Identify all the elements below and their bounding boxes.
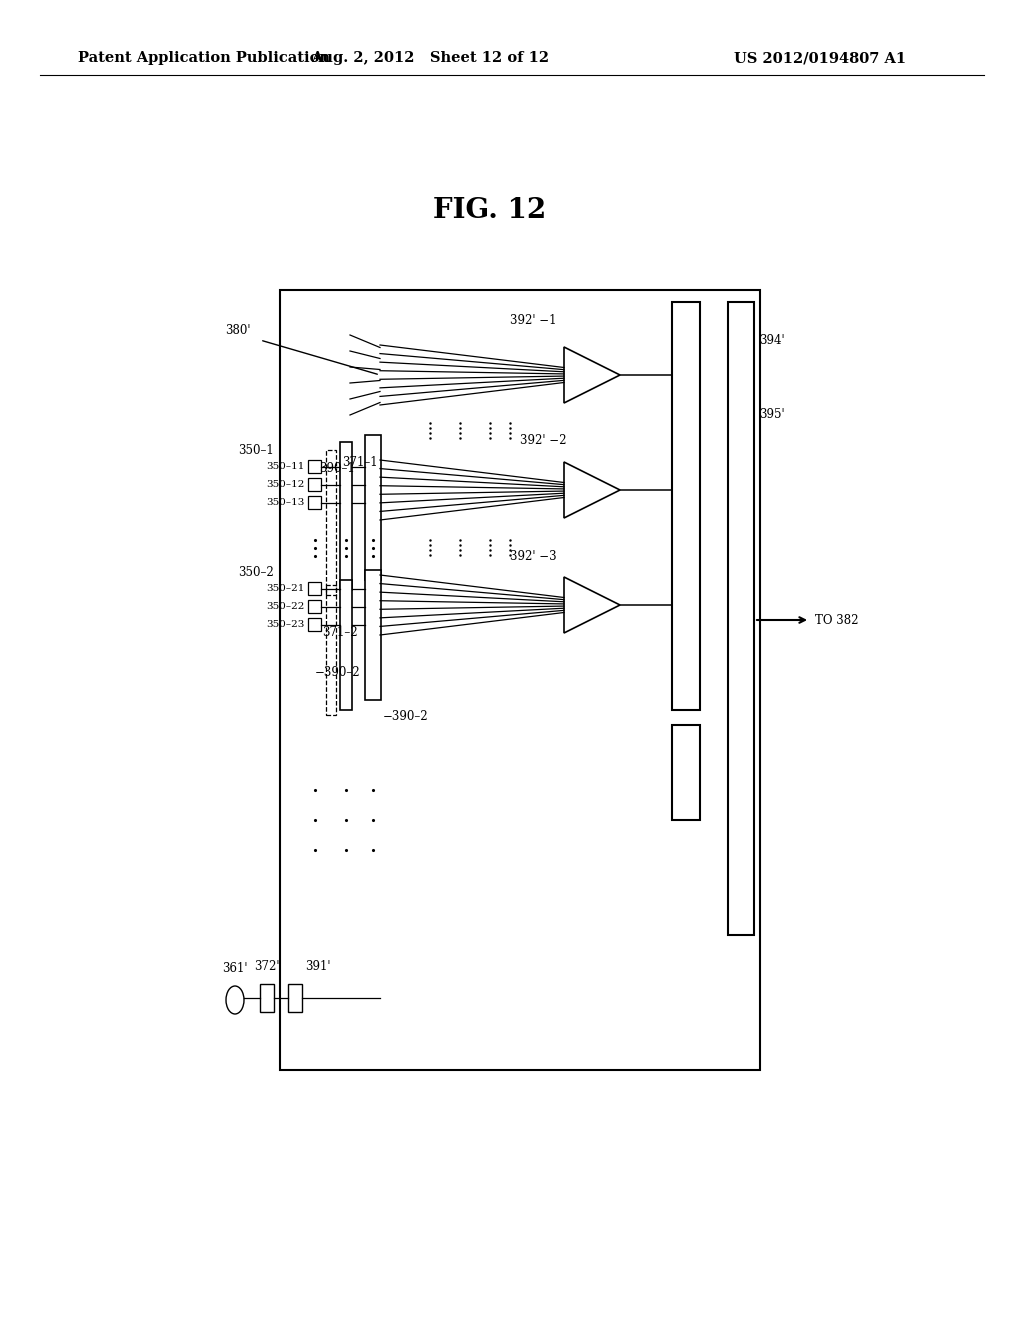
- Bar: [340, 442, 352, 590]
- Bar: [280, 290, 760, 1071]
- Text: 350–23: 350–23: [266, 620, 305, 630]
- Text: −390–2: −390–2: [314, 665, 360, 678]
- Text: 350–21: 350–21: [266, 583, 305, 593]
- Text: 372': 372': [254, 961, 280, 974]
- Text: Patent Application Publication: Patent Application Publication: [78, 51, 330, 65]
- Text: 350–1: 350–1: [238, 444, 273, 457]
- Text: US 2012/0194807 A1: US 2012/0194807 A1: [734, 51, 906, 65]
- Polygon shape: [564, 577, 620, 634]
- Text: 350–2: 350–2: [238, 565, 273, 578]
- Bar: [308, 582, 321, 595]
- Text: 392' −2: 392' −2: [520, 433, 566, 446]
- Text: 350–11: 350–11: [266, 462, 305, 471]
- Text: 371–1: 371–1: [342, 455, 378, 469]
- Bar: [326, 585, 336, 715]
- Bar: [260, 983, 274, 1012]
- Bar: [308, 478, 321, 491]
- Text: 392' −3: 392' −3: [510, 550, 557, 564]
- Text: 394': 394': [759, 334, 784, 346]
- Bar: [326, 450, 336, 595]
- Bar: [308, 459, 321, 473]
- Polygon shape: [564, 462, 620, 517]
- Ellipse shape: [226, 986, 244, 1014]
- Bar: [728, 302, 754, 935]
- Text: 395': 395': [759, 408, 784, 421]
- Text: −390–2: −390–2: [383, 710, 429, 723]
- Text: 350–22: 350–22: [266, 602, 305, 611]
- Text: TO 382: TO 382: [815, 614, 858, 627]
- Text: 371–2: 371–2: [322, 626, 357, 639]
- Bar: [365, 436, 381, 579]
- Text: 391': 391': [305, 961, 331, 974]
- Text: Aug. 2, 2012   Sheet 12 of 12: Aug. 2, 2012 Sheet 12 of 12: [311, 51, 549, 65]
- Text: 350–12: 350–12: [266, 480, 305, 488]
- Text: 350–13: 350–13: [266, 498, 305, 507]
- Bar: [308, 618, 321, 631]
- Text: FIG. 12: FIG. 12: [433, 197, 547, 223]
- Bar: [288, 983, 302, 1012]
- Bar: [365, 570, 381, 700]
- Bar: [308, 601, 321, 612]
- Text: 380': 380': [225, 323, 251, 337]
- Bar: [672, 302, 700, 710]
- Polygon shape: [564, 347, 620, 403]
- Text: 392' −1: 392' −1: [510, 314, 556, 326]
- Text: 390–1: 390–1: [319, 462, 355, 474]
- Text: 361': 361': [222, 961, 248, 974]
- Bar: [308, 496, 321, 510]
- Bar: [672, 725, 700, 820]
- Bar: [340, 579, 352, 710]
